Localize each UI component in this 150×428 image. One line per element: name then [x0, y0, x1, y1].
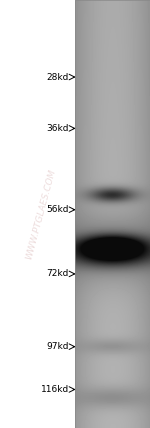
Bar	[75, 0, 150, 428]
Text: 36kd: 36kd	[46, 124, 69, 133]
Text: 116kd: 116kd	[41, 385, 69, 394]
Text: 97kd: 97kd	[46, 342, 69, 351]
Text: WWW.PTGLAES.COM: WWW.PTGLAES.COM	[24, 168, 57, 260]
Text: 72kd: 72kd	[47, 269, 69, 279]
Text: 56kd: 56kd	[46, 205, 69, 214]
Text: 28kd: 28kd	[47, 72, 69, 82]
